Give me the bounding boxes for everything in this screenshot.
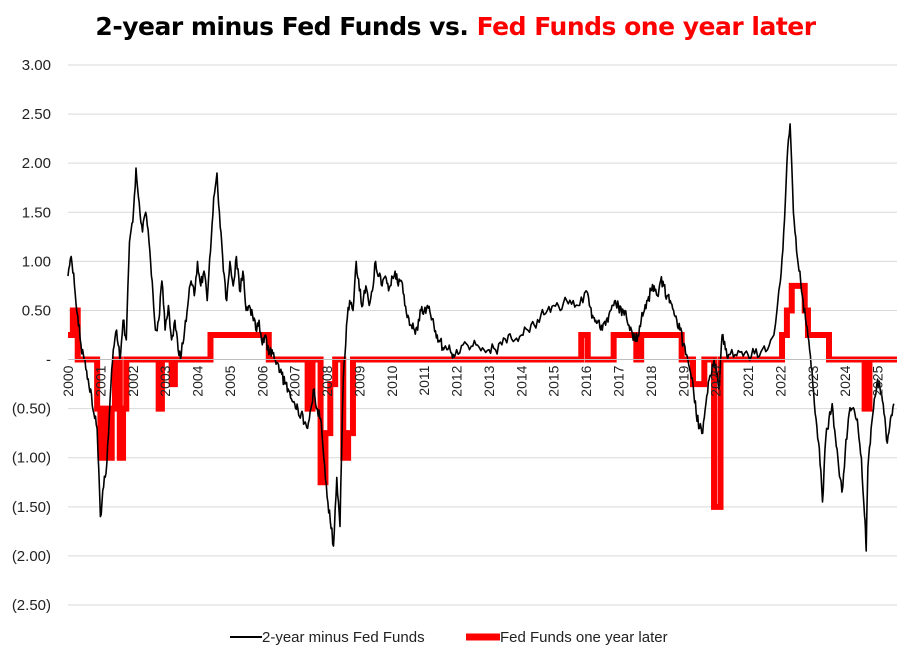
x-axis-ticks: 2000 2001 2002 2003 2004 2005 2006 2007 2008 2009… [60, 365, 886, 396]
x-tick-label: 2006 [254, 365, 270, 396]
y-tick-label: 2.00 [22, 155, 51, 172]
x-tick-label: 2010 [384, 365, 400, 396]
x-tick-label: 2003 [157, 365, 173, 396]
x-tick-label: 2009 [351, 365, 367, 396]
x-tick-label: 2011 [416, 365, 432, 395]
y-tick-label: 0.50 [22, 302, 51, 319]
x-tick-label: 2021 [740, 365, 756, 396]
x-tick-label: 2016 [578, 365, 594, 396]
legend-label-spread: 2-year minus Fed Funds [262, 629, 425, 646]
x-tick-label: 2019 [675, 365, 691, 396]
x-tick-label: 2004 [190, 365, 206, 396]
y-tick-label: (2.50) [12, 597, 51, 614]
y-tick-label: (1.00) [12, 450, 51, 467]
y-tick-label: - [46, 352, 51, 369]
chart-title-part1: 2-year minus Fed Funds vs. [95, 12, 469, 41]
x-tick-label: 2002 [125, 365, 141, 396]
x-tick-label: 2020 [708, 365, 724, 396]
y-axis-ticks: 3.00 2.50 2.00 1.50 1.00 0.50 - (0.50) (1.00) (1.… [12, 57, 51, 614]
x-tick-label: 2012 [449, 365, 465, 396]
legend: 2-year minus Fed Funds Fed Funds one year… [230, 629, 668, 646]
y-tick-label: 1.50 [22, 204, 51, 221]
x-tick-label: 2007 [287, 365, 303, 396]
x-tick-label: 2005 [222, 365, 238, 396]
y-tick-label: (0.50) [12, 401, 51, 418]
gridlines [68, 64, 897, 606]
series-2-year-minus-fed-funds [67, 123, 895, 552]
y-tick-label: 2.50 [22, 106, 51, 123]
chart-title: 2-year minus Fed Funds vs. Fed Funds one… [0, 12, 911, 41]
chart-title-part2: Fed Funds one year later [476, 12, 817, 41]
x-tick-label: 2015 [546, 365, 562, 396]
x-tick-label: 2023 [805, 365, 821, 396]
y-tick-label: 3.00 [22, 57, 51, 74]
x-tick-label: 2014 [513, 365, 529, 396]
x-tick-label: 2001 [92, 365, 108, 396]
x-tick-label: 2008 [319, 365, 335, 396]
x-tick-label: 2024 [837, 365, 853, 396]
spread-line [67, 123, 895, 552]
x-tick-label: 2025 [870, 365, 886, 396]
y-tick-label: (1.50) [12, 499, 51, 516]
legend-label-fedfunds: Fed Funds one year later [500, 629, 668, 646]
y-tick-label: 1.00 [22, 253, 51, 270]
x-tick-label: 2013 [481, 365, 497, 396]
x-tick-label: 2018 [643, 365, 659, 396]
x-tick-label: 2022 [772, 365, 788, 396]
x-tick-label: 2017 [611, 365, 627, 396]
x-tick-label: 2000 [60, 365, 76, 396]
y-tick-label: (2.00) [12, 548, 51, 565]
